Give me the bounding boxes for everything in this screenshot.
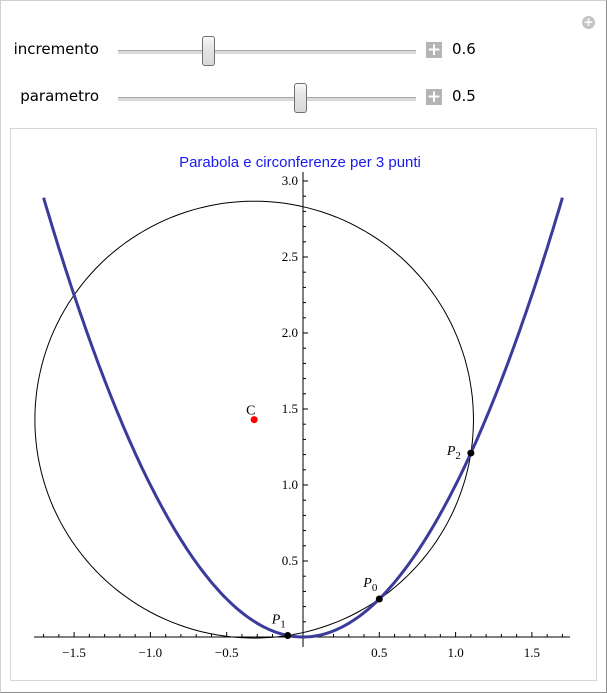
x-tick-label: 1.5	[524, 645, 540, 660]
x-tick-label: −0.5	[215, 645, 239, 660]
point-label: P2	[446, 444, 461, 462]
x-tick-label: −1.0	[139, 645, 163, 660]
slider-track-incremento[interactable]	[118, 36, 416, 66]
plus-circle-icon[interactable]: +	[582, 15, 595, 29]
circle-curve	[34, 200, 475, 639]
slider-row-parametro: parametro + 0.5	[1, 82, 601, 113]
axes: −1.5 −1.0 −0.5 0.5 1.0 1.5 0.5 1.0 1.5 2.0 2.5 3.0	[34, 172, 570, 660]
slider-row-incremento: incremento + 0.6	[1, 35, 601, 66]
slider-thumb-parametro[interactable]	[294, 83, 307, 113]
parabola-curve	[42, 197, 564, 639]
y-tick-label: 2.0	[282, 325, 298, 340]
y-tick-label: 1.0	[282, 477, 298, 492]
slider-thumb-incremento[interactable]	[202, 36, 215, 66]
slider-value: 0.5	[452, 87, 476, 105]
slider-track-parametro[interactable]	[118, 83, 416, 113]
expand-plus-icon[interactable]: +	[426, 87, 442, 107]
slider-value: 0.6	[452, 40, 476, 58]
point-p0	[375, 595, 383, 603]
x-tick-label: 1.0	[447, 645, 463, 660]
point-label: P1	[271, 612, 286, 630]
point-label: P0	[362, 576, 378, 594]
chart-title: Parabola e circonferenze per 3 punti	[179, 154, 421, 171]
point-p2	[467, 449, 475, 457]
y-tick-label: 2.5	[282, 249, 298, 264]
y-tick-label: 0.5	[282, 553, 298, 568]
x-tick-label: −1.5	[62, 645, 86, 660]
points: P0 P1 P2 C	[246, 404, 475, 639]
point-c	[250, 416, 258, 424]
point-label: C	[246, 404, 255, 419]
expand-plus-icon[interactable]: +	[426, 40, 442, 60]
slider-label: parametro	[20, 87, 99, 105]
y-tick-label: 1.5	[282, 401, 298, 416]
slider-label: incremento	[13, 40, 99, 58]
point-p1	[284, 631, 292, 639]
y-tick-label: 3.0	[282, 173, 298, 188]
x-tick-label: 0.5	[371, 645, 387, 660]
